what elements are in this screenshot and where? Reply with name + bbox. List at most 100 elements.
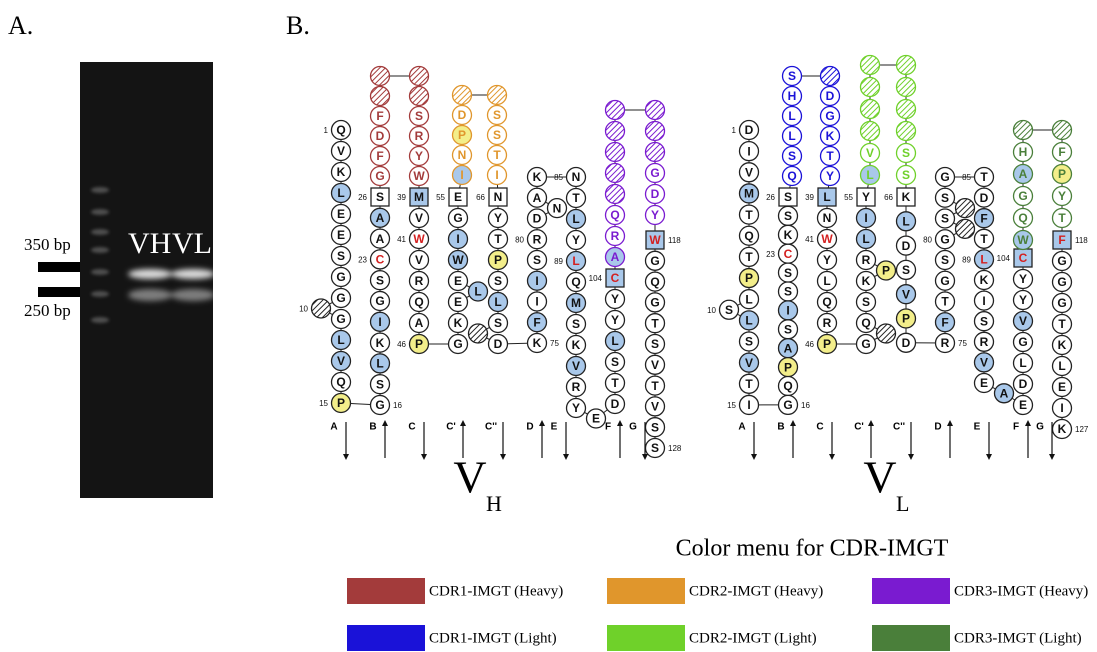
residue-letter: V	[415, 253, 423, 267]
residue-letter: Y	[823, 253, 831, 267]
residue-letter: K	[533, 170, 542, 184]
residue-letter: Y	[611, 292, 619, 306]
residue-letter: I	[747, 144, 750, 158]
residue-number: 80	[923, 235, 932, 244]
strand-arrowhead	[500, 454, 506, 460]
residue-letter: G	[940, 232, 949, 246]
residue-hatched	[861, 56, 880, 75]
strand-arrowhead	[421, 454, 427, 460]
residue-letter: K	[1058, 338, 1067, 352]
residue-letter: L	[494, 295, 501, 309]
residue-hatched	[877, 324, 896, 343]
residue-letter: N	[553, 201, 562, 215]
residue-letter: Y	[1019, 272, 1027, 286]
residue-letter: H	[788, 89, 797, 103]
residue-letter: R	[980, 335, 989, 349]
residue-letter: P	[337, 396, 345, 410]
chain-title: V	[863, 452, 896, 503]
residue-letter: R	[533, 232, 542, 246]
strand-label: C	[408, 422, 415, 433]
residue-letter: Y	[494, 211, 502, 225]
residue-letter: K	[862, 274, 871, 288]
residue-letter: L	[572, 212, 579, 226]
residue-hatched	[1053, 121, 1072, 140]
residue-letter: D	[458, 108, 467, 122]
residue-letter: M	[414, 190, 424, 204]
strand-label: A	[738, 422, 745, 433]
residue-letter: Q	[744, 229, 753, 243]
residue-letter: N	[572, 170, 581, 184]
strand-arrowhead	[868, 420, 874, 426]
residue-letter: R	[823, 316, 832, 330]
marker-label: 250 bp	[24, 301, 71, 320]
residue-letter: G	[650, 166, 659, 180]
residue-letter: T	[745, 250, 753, 264]
residue-hatched	[897, 78, 916, 97]
strand-label: F	[605, 422, 611, 433]
residue-hatched	[488, 86, 507, 105]
residue-number: 23	[766, 250, 775, 259]
residue-hatched	[606, 101, 625, 120]
residue-letter: Q	[336, 375, 345, 389]
residue-letter: Y	[1058, 189, 1066, 203]
gel-background	[80, 62, 213, 498]
residue-number: 16	[393, 401, 402, 410]
residue-hatched	[606, 185, 625, 204]
residue-letter: S	[376, 273, 384, 287]
chain-subscript: H	[486, 491, 502, 516]
residue-letter: L	[862, 232, 869, 246]
strand-arrowhead	[829, 454, 835, 460]
marker-bar	[38, 262, 80, 272]
strand-label: C'	[854, 422, 864, 433]
strand-label: C''	[485, 422, 497, 433]
residue-hatched	[606, 164, 625, 183]
residue-hatched	[897, 100, 916, 119]
residue-letter: P	[784, 360, 792, 374]
residue-letter: R	[415, 274, 424, 288]
residue-letter: A	[1000, 386, 1009, 400]
residue-letter: L	[337, 333, 344, 347]
legend-swatch	[607, 578, 685, 604]
residue-letter: S	[941, 191, 949, 205]
residue-letter: Y	[651, 208, 659, 222]
strand-label: A	[330, 422, 337, 433]
residue-letter: L	[1058, 359, 1065, 373]
legend-swatch	[607, 625, 685, 651]
residue-letter: L	[980, 253, 987, 267]
residue-letter: D	[611, 397, 620, 411]
residue-letter: E	[454, 274, 462, 288]
residue-letter: K	[980, 273, 989, 287]
residue-letter: A	[1019, 167, 1028, 181]
residue-letter: K	[533, 336, 542, 350]
residue-letter: T	[651, 379, 659, 393]
residue-letter: Q	[783, 379, 792, 393]
strand-label: B	[369, 422, 376, 433]
residue-letter: E	[337, 228, 345, 242]
residue-letter: S	[494, 274, 502, 288]
residue-letter: P	[902, 312, 910, 326]
residue-letter: I	[982, 294, 985, 308]
residue-hatched	[646, 122, 665, 141]
residue-letter: V	[745, 356, 753, 370]
residue-letter: S	[572, 317, 580, 331]
residue-letter: S	[941, 253, 949, 267]
legend-swatch	[872, 578, 950, 604]
legend-swatch	[347, 625, 425, 651]
legend-title: Color menu for CDR-IMGT	[676, 536, 949, 562]
residue-letter: D	[902, 336, 911, 350]
marker-label: 350 bp	[24, 235, 71, 254]
residue-letter: L	[337, 186, 344, 200]
residue-letter: Y	[572, 401, 580, 415]
legend-swatch	[872, 625, 950, 651]
residue-letter: D	[494, 337, 503, 351]
residue-letter: I	[535, 295, 538, 309]
residue-letter: Y	[826, 169, 834, 183]
residue-letter: T	[980, 170, 988, 184]
residue-number: 89	[554, 257, 563, 266]
residue-letter: Y	[611, 313, 619, 327]
residue-letter: S	[415, 109, 423, 123]
residue-hatched	[371, 87, 390, 106]
strand-label: D	[526, 422, 533, 433]
residue-letter: F	[980, 211, 987, 225]
residue-letter: S	[980, 314, 988, 328]
